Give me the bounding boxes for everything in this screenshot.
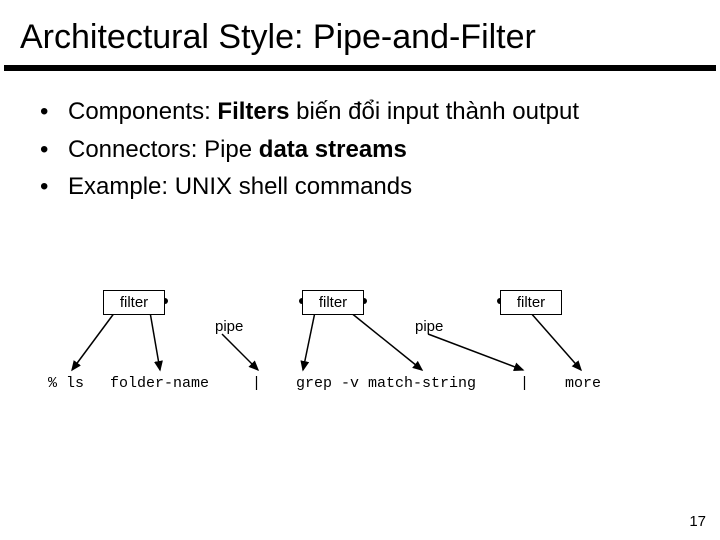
filter-box: filter [302,290,364,315]
bullet-text: Components: Filters biến đổi input thành… [68,95,579,129]
bullet-text: Example: UNIX shell commands [68,170,412,204]
bullet-item: • Components: Filters biến đổi input thà… [40,95,680,129]
bullet-list: • Components: Filters biến đổi input thà… [0,71,720,204]
bullet-marker: • [40,133,68,167]
filter-box: filter [500,290,562,315]
command-token: | [252,375,261,392]
bullet-item: • Connectors: Pipe data streams [40,133,680,167]
pipe-label: pipe [215,318,243,335]
filter-box: filter [103,290,165,315]
bullet-item: • Example: UNIX shell commands [40,170,680,204]
page-number: 17 [689,513,706,530]
command-token: | [520,375,529,392]
pipe-filter-diagram: filter filter filter pipe pipe % ls folder-n… [0,290,720,490]
arrow [350,312,422,370]
command-token: % ls [48,375,84,392]
pipe-label: pipe [415,318,443,335]
command-token: more [565,375,601,392]
arrow [303,312,315,370]
bullet-marker: • [40,170,68,204]
arrow [530,312,581,370]
arrow [150,312,160,370]
arrow [222,334,258,370]
bullet-text: Connectors: Pipe data streams [68,133,407,167]
command-token: folder-name [110,375,209,392]
arrow [72,312,115,370]
arrow [428,334,523,370]
slide-title: Architectural Style: Pipe-and-Filter [0,0,720,65]
command-token: grep -v match-string [296,375,476,392]
bullet-marker: • [40,95,68,129]
